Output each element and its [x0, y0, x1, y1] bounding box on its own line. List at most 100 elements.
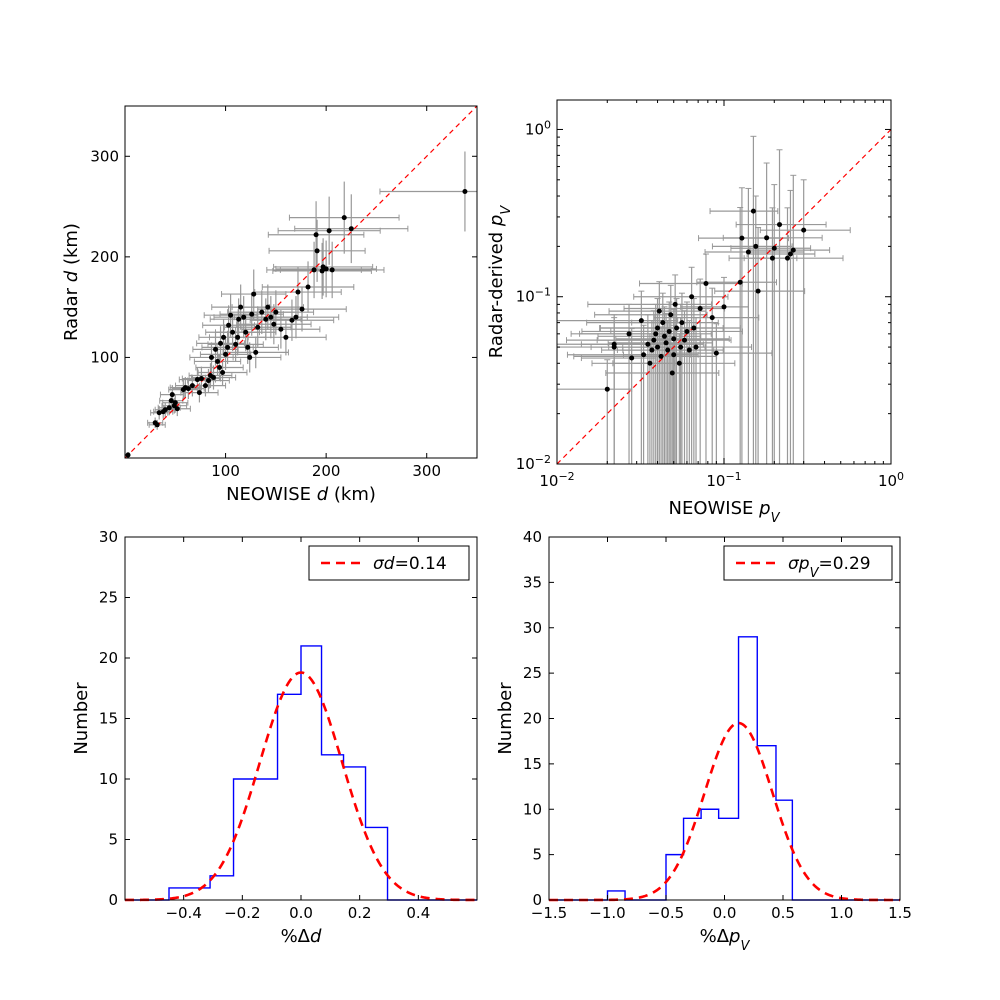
data-point [684, 328, 690, 334]
y-tick-label: 200 [90, 248, 119, 266]
data-point [721, 304, 727, 310]
data-point [658, 353, 664, 359]
data-point [641, 352, 647, 358]
data-point [202, 383, 208, 389]
data-point [162, 407, 168, 413]
data-point [226, 322, 232, 328]
y-tick-label: 25 [99, 589, 118, 607]
data-point [745, 249, 751, 255]
data-point [273, 309, 279, 315]
y-tick-label: 30 [99, 528, 118, 546]
data-point [245, 344, 251, 350]
data-point [253, 349, 259, 355]
data-point [228, 312, 234, 318]
data-point [655, 344, 661, 350]
gaussian-fit [124, 671, 478, 902]
data-point [660, 320, 666, 326]
plot-area [549, 537, 900, 900]
data-point [283, 334, 289, 340]
data-point [172, 400, 178, 406]
data-point [689, 294, 695, 300]
x-axis-label: %ΔpV [700, 926, 751, 954]
data-point [189, 383, 195, 389]
data-point [236, 316, 242, 322]
one-to-one-line [124, 105, 478, 459]
data-point [668, 312, 674, 318]
y-tick-label: 5 [532, 846, 542, 864]
legend: σpV=0.29 [723, 545, 893, 581]
data-point [238, 304, 244, 310]
data-point [217, 364, 223, 370]
data-point [220, 370, 226, 376]
data-point [669, 370, 675, 376]
data-point [655, 325, 661, 331]
x-tick-label: 200 [312, 462, 341, 480]
data-point [663, 340, 669, 346]
diameter-histogram-panel: −0.4 −0.2 0.0 0.2 0.4 0 5 10 15 20 25 30 %Δd Number σd… [71, 528, 478, 947]
data-point [755, 288, 761, 294]
data-point [218, 340, 224, 346]
data-point [194, 377, 200, 383]
data-point [241, 314, 247, 320]
data-point [672, 301, 678, 307]
data-point [251, 291, 257, 297]
data-point [753, 243, 759, 249]
data-point [311, 267, 317, 273]
histogram-steps [125, 645, 477, 901]
data-point [686, 347, 692, 353]
data-point [691, 325, 697, 331]
y-tick-label: 100 [90, 348, 119, 366]
y-tick-label: 10 [99, 770, 118, 788]
data-point [647, 360, 653, 366]
data-point [230, 329, 236, 335]
data-point [233, 341, 239, 347]
data-point [764, 235, 770, 241]
data-point [313, 232, 319, 238]
x-tick-label: 100 [211, 462, 240, 480]
y-tick-label: 0 [108, 891, 118, 909]
y-tick-label: 100 [525, 118, 551, 139]
data-point [341, 215, 347, 221]
data-point [213, 346, 219, 352]
data-point [295, 289, 301, 295]
y-tick-label: 15 [523, 755, 542, 773]
axes-frame [124, 105, 478, 459]
data-point [326, 228, 332, 234]
x-axis-label: NEOWISE d (km) [226, 484, 376, 505]
x-tick-label: 0.4 [406, 904, 430, 922]
data-point [611, 341, 617, 347]
data-point [329, 267, 335, 273]
x-tick-label: −0.4 [165, 904, 201, 922]
legend: σd=0.14 [308, 545, 470, 581]
data-point [801, 227, 807, 233]
x-tick-label: 1.5 [888, 904, 912, 922]
y-tick-label: 30 [523, 619, 542, 637]
data-point [185, 386, 191, 392]
data-point [323, 266, 329, 272]
data-point [265, 304, 271, 310]
data-point [737, 279, 743, 285]
data-point [268, 314, 274, 320]
data-point [787, 251, 793, 257]
y-axis-label: Number [71, 682, 92, 755]
data-point [255, 324, 261, 330]
data-point [649, 347, 655, 353]
data-point [319, 268, 325, 274]
y-tick-label: 25 [523, 664, 542, 682]
data-point [156, 410, 162, 416]
data-point [247, 354, 253, 360]
data-point [693, 344, 699, 350]
data-point [676, 360, 682, 366]
y-axis-label: Radar d (km) [61, 223, 82, 341]
data-point [651, 337, 657, 343]
data-point [750, 208, 756, 214]
y-tick-label: 20 [523, 710, 542, 728]
data-point [777, 222, 783, 228]
y-axis-label: Number [495, 682, 516, 755]
x-tick-label: 0.0 [713, 904, 737, 922]
x-tick-label: 100 [878, 470, 904, 491]
y-axis-label: Radar-derived pV [486, 205, 514, 359]
data-point [215, 358, 221, 364]
albedo-scatter-panel: 10−2 10−1 100 10−2 10−1 100 NEOWISE pV Radar-de… [486, 99, 904, 526]
data-point [681, 337, 687, 343]
